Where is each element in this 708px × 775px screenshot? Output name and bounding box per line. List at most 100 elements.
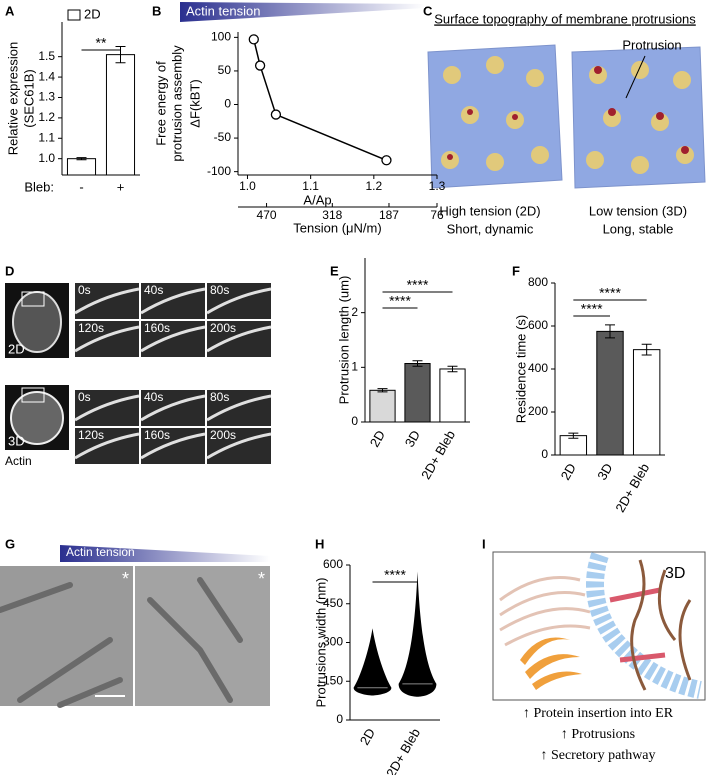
bar [66, 158, 97, 176]
y-axis-label: Free energy of [153, 61, 168, 146]
error-bar [115, 45, 126, 64]
significance-label: ** [96, 35, 107, 51]
protrusion-outlines [0, 577, 243, 708]
x-tick-label: 3D [594, 461, 615, 483]
swarm [353, 628, 392, 696]
x2-tick-label: 318 [322, 208, 342, 222]
legend-label: 2D [84, 6, 101, 21]
point [381, 155, 392, 166]
point [254, 60, 266, 71]
panel-d: D 2D 3D Actin [5, 263, 69, 468]
legend-swatch [67, 9, 81, 21]
y-tick-label: 450 [323, 596, 343, 610]
protrusion-tips [447, 66, 689, 160]
x-tick-label: + [117, 179, 125, 194]
y-axis-label: Protrusions width (nm) [313, 577, 328, 707]
swarm [398, 571, 437, 697]
y-tick-label: 150 [323, 673, 343, 687]
y-tick-label: 600 [528, 318, 548, 332]
banner-text: Actin tension [186, 3, 260, 18]
caption: High tension (2D) [439, 203, 540, 218]
time-label: 160s [144, 428, 170, 442]
panel-c: C Surface topography of membrane protrus… [423, 3, 706, 236]
x-tick-label: - [79, 179, 83, 194]
roi-box [21, 291, 45, 307]
bar [105, 54, 136, 176]
time-label: 200s [210, 428, 236, 442]
y-tick-label: 200 [528, 404, 548, 418]
panel-letter: F [512, 263, 520, 278]
x-tick-label: 1.2 [365, 179, 382, 193]
time-label: 120s [78, 428, 104, 442]
caption: Short, dynamic [447, 221, 534, 236]
time-label: 80s [210, 390, 229, 404]
tension-banner [60, 545, 270, 562]
y-tick-label: 0 [541, 447, 548, 461]
kymo-tile [75, 321, 139, 357]
y-tick-label: 400 [528, 361, 548, 375]
asterisk: * [122, 569, 129, 589]
line [253, 39, 387, 161]
callout-line [625, 55, 646, 99]
y-axis-label: protrusion assembly [169, 45, 184, 162]
x-tick-label: 1.3 [429, 179, 446, 193]
y-tick-label: 800 [528, 275, 548, 289]
golgi [520, 637, 582, 690]
kymo-tile [75, 428, 139, 464]
time-label: 80s [210, 283, 229, 297]
error-bar [377, 388, 388, 393]
summary-line: ↑ Secretory pathway [540, 748, 655, 763]
kymo-tile [207, 390, 271, 426]
significance-label: **** [384, 567, 406, 583]
bar [404, 363, 431, 423]
kymo-edge [74, 325, 140, 353]
tension-banner [180, 2, 425, 22]
kymo-tile [141, 321, 205, 357]
error-bar [412, 360, 423, 367]
stain-label: Actin [5, 454, 32, 468]
error-bar [76, 157, 87, 161]
y-tick-label: 50 [218, 63, 232, 77]
panel-i: I 3D ↑ Protein insertion into ER ↑ Protr… [482, 536, 706, 763]
x-tick-label: 2D+ Bleb [612, 461, 652, 515]
point [248, 34, 259, 45]
kymo-edge [140, 432, 206, 460]
y-tick-label: 600 [323, 557, 343, 571]
y-axis-label: Relative expression [5, 42, 20, 155]
actin-network [630, 559, 692, 691]
kymo-edge [74, 394, 140, 422]
kymo-tile [141, 390, 205, 426]
cell [10, 391, 64, 445]
y-axis-label: (SEC61B) [21, 69, 36, 128]
caption: Low tension (3D) [589, 203, 687, 218]
time-label: 160s [144, 321, 170, 335]
significance-label: **** [407, 277, 429, 293]
time-label: 40s [144, 283, 163, 297]
kymo-tile [207, 321, 271, 357]
x2-axis-label: Tension (μN/m) [293, 220, 381, 235]
banner-text: Actin tension [66, 545, 135, 559]
y-tick-label: 1.5 [38, 49, 55, 63]
y-tick-label: 1.4 [38, 69, 55, 83]
roi-box [21, 387, 45, 403]
bar [439, 368, 466, 423]
asterisk: * [258, 569, 265, 589]
kymo-edge [140, 287, 206, 315]
time-label: 40s [144, 390, 163, 404]
y-tick-label: 0 [224, 97, 231, 111]
summary-line: ↑ Protrusions [561, 727, 635, 742]
significance-label: **** [581, 301, 603, 317]
y-tick-label: 300 [323, 635, 343, 649]
y-tick-label: 1.3 [38, 90, 55, 104]
kymo-edge [206, 287, 272, 315]
error-bar [447, 365, 458, 373]
summary-line: ↑ Protein insertion into ER [523, 706, 674, 721]
kymo-edge [140, 325, 206, 353]
kymo-edge [74, 432, 140, 460]
panel-letter: A [5, 3, 15, 18]
significance-label: **** [389, 293, 411, 309]
time-label: 0s [78, 390, 91, 404]
x-tick-label: 2D+ Bleb [383, 726, 423, 775]
point [270, 109, 282, 120]
